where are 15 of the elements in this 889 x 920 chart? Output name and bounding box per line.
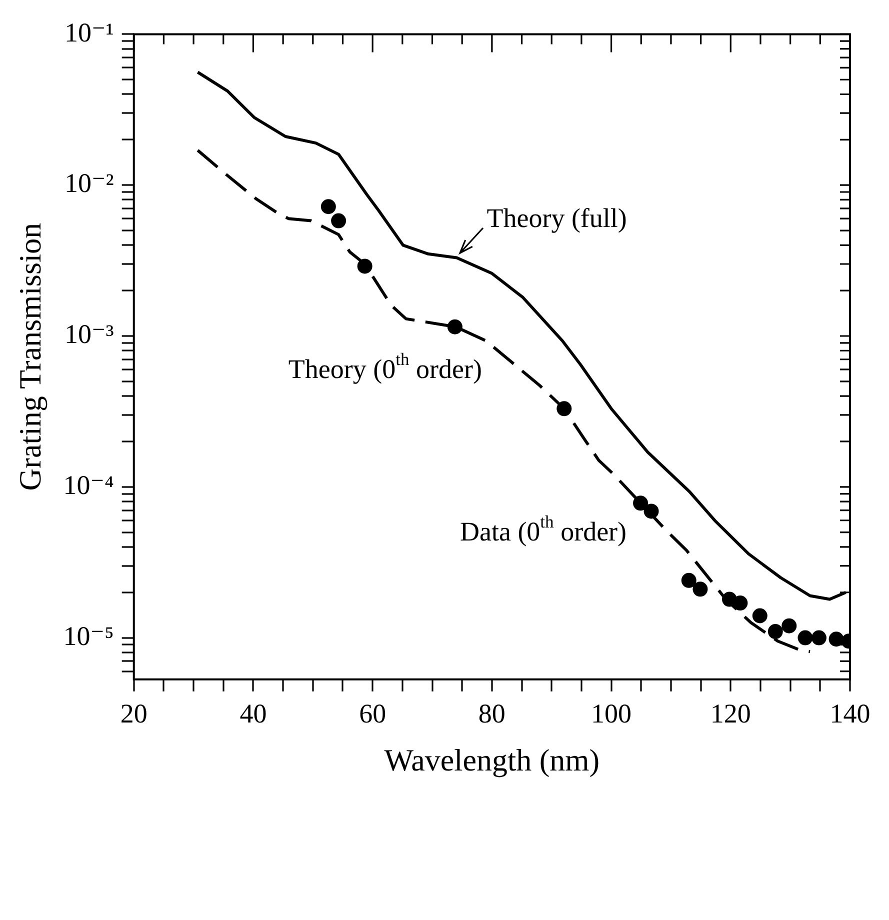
- series-label: Theory (full): [486, 202, 627, 233]
- x-tick-label: 120: [710, 698, 751, 729]
- y-tick-label: 10⁻³: [64, 319, 114, 350]
- y-tick-label: 10⁻⁴: [63, 470, 114, 500]
- x-tick-label: 140: [830, 698, 870, 729]
- x-tick-label: 60: [359, 698, 386, 729]
- x-tick-label: 40: [240, 698, 267, 729]
- x-tick-label: 20: [120, 698, 148, 729]
- y-axis-title: Grating Transmission: [12, 222, 48, 491]
- x-tick-label: 100: [591, 698, 632, 729]
- y-tick-label: 10⁻²: [64, 168, 114, 198]
- y-tick-label: 10⁻⁵: [63, 620, 114, 651]
- x-tick-label: 80: [478, 698, 506, 729]
- x-axis-title: Wavelength (nm): [384, 742, 600, 778]
- y-tick-label: 10⁻¹: [64, 17, 114, 48]
